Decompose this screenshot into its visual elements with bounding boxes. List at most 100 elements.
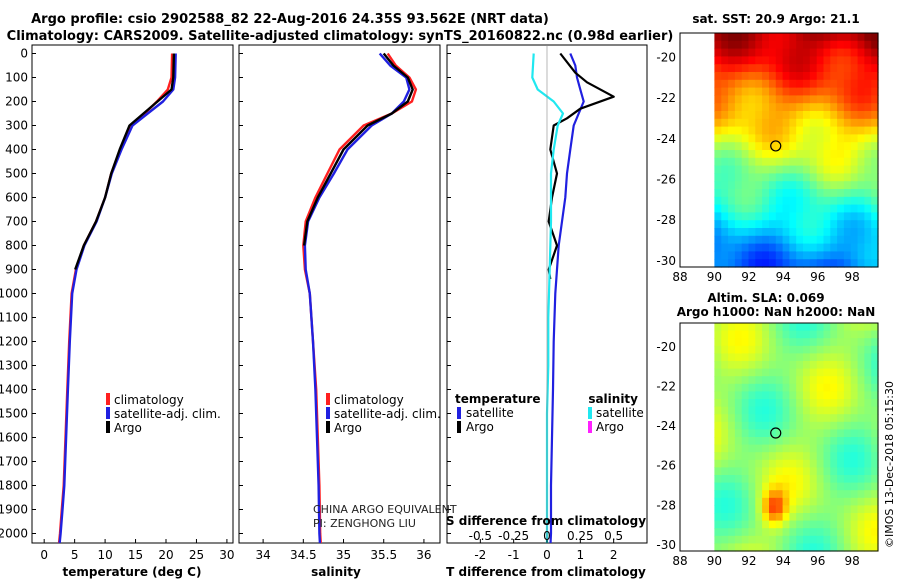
map-lat-tick-label: -20 (656, 340, 676, 354)
heatmap-cell (823, 535, 831, 544)
heatmap-cell (843, 535, 852, 544)
heatmap-cell (748, 475, 756, 484)
heatmap-cell (823, 33, 831, 42)
heatmap-cell (741, 338, 750, 347)
heatmap-cell (837, 204, 845, 213)
heatmap-cell (837, 259, 845, 268)
heatmap-cell (762, 87, 770, 96)
heatmap-cell (803, 48, 811, 57)
salinity-legend: climatology satellite-adj. clim. Argo CH… (313, 393, 457, 530)
heatmap-cell (803, 376, 811, 385)
sla-map-title: Altim. SLA: 0.069 (707, 291, 824, 305)
heatmap-cell (762, 165, 770, 174)
heatmap-cell (864, 165, 872, 174)
heatmap-cell (714, 429, 722, 438)
heatmap-cell (816, 338, 825, 347)
heatmap-cell (803, 513, 811, 522)
heatmap-cell (796, 361, 804, 370)
heatmap-cell (796, 414, 804, 423)
heatmap-cell (809, 87, 818, 96)
legend-swatch-argo (106, 421, 110, 433)
legend-label-climatology: climatology (114, 393, 184, 407)
heatmap-cell (843, 338, 852, 347)
heatmap-cell (741, 118, 750, 128)
heatmap-cell (837, 535, 845, 544)
heatmap-cell (857, 383, 865, 392)
heatmap-cell (721, 482, 729, 491)
heatmap-cell (789, 353, 797, 362)
heatmap-cell (830, 421, 838, 430)
heatmap-cell (816, 48, 825, 57)
heatmap-cell (796, 150, 804, 159)
heatmap-cell (857, 40, 865, 50)
heatmap-cell (769, 497, 777, 506)
heatmap-cell (803, 165, 811, 174)
heatmap-cell (714, 212, 722, 221)
heatmap-cell (864, 543, 872, 552)
heatmap-cell (789, 165, 797, 174)
heatmap-cell (857, 48, 865, 57)
heatmap-cell (830, 361, 838, 370)
heatmap-cell (816, 429, 825, 438)
map-lon-tick-label: 96 (810, 270, 825, 284)
heatmap-cell (850, 181, 859, 190)
heatmap-cell (850, 376, 859, 385)
heatmap-cell (734, 383, 743, 392)
heatmap-cell (823, 490, 831, 499)
heatmap-cell (762, 543, 770, 552)
heatmap-cell (864, 196, 872, 206)
heatmap-cell (748, 353, 756, 362)
heatmap-cell (755, 345, 763, 354)
heatmap-cell (714, 103, 722, 112)
heatmap-cell (789, 64, 797, 73)
heatmap-cell (714, 181, 722, 190)
heatmap-cell (728, 157, 736, 167)
heatmap-cell (769, 204, 777, 213)
heatmap-cell (721, 513, 729, 522)
depth-tick-label: 1300 (0, 359, 28, 373)
heatmap-cell (762, 520, 770, 529)
heatmap-cell (789, 79, 797, 89)
heatmap-cell (769, 391, 777, 400)
legend-swatch-climatology (106, 393, 110, 405)
heatmap-cell (809, 33, 818, 42)
heatmap-cell (741, 56, 750, 65)
heatmap-cell (789, 56, 797, 65)
legend-label-s-argo: Argo (596, 420, 624, 434)
heatmap-cell (782, 157, 790, 167)
heatmap-cell (762, 79, 770, 89)
heatmap-cell (734, 235, 743, 245)
heatmap-cell (728, 391, 736, 400)
heatmap-cell (714, 72, 722, 81)
heatmap-cell (748, 228, 756, 237)
heatmap-cell (857, 181, 865, 190)
heatmap-cell (816, 196, 825, 206)
heatmap-cell (789, 361, 797, 370)
salinity-tick-label: 36 (416, 548, 431, 562)
heatmap-cell (789, 338, 797, 347)
heatmap-cell (721, 189, 729, 198)
heatmap-cell (775, 368, 784, 377)
heatmap-cell (809, 150, 818, 159)
heatmap-cell (714, 452, 722, 461)
heatmap-cell (816, 150, 825, 159)
heatmap-cell (803, 134, 811, 143)
heatmap-cell (789, 40, 797, 50)
heatmap-cell (857, 56, 865, 65)
heatmap-cell (803, 421, 811, 430)
heatmap-cell (748, 528, 756, 537)
float-position-marker (770, 140, 782, 152)
heatmap-cell (837, 338, 845, 347)
heatmap-cell (803, 475, 811, 484)
heatmap-cell (762, 353, 770, 362)
heatmap-cell (762, 414, 770, 423)
heatmap-cell (748, 467, 756, 476)
heatmap-cell (864, 220, 872, 229)
heatmap-cell (796, 543, 804, 552)
heatmap-cell (857, 345, 865, 354)
series-line-climatology (302, 52, 418, 543)
heatmap-cell (769, 452, 777, 461)
heatmap-cell (741, 437, 750, 446)
heatmap-cell (809, 505, 818, 514)
sst-map-frame (679, 32, 879, 268)
